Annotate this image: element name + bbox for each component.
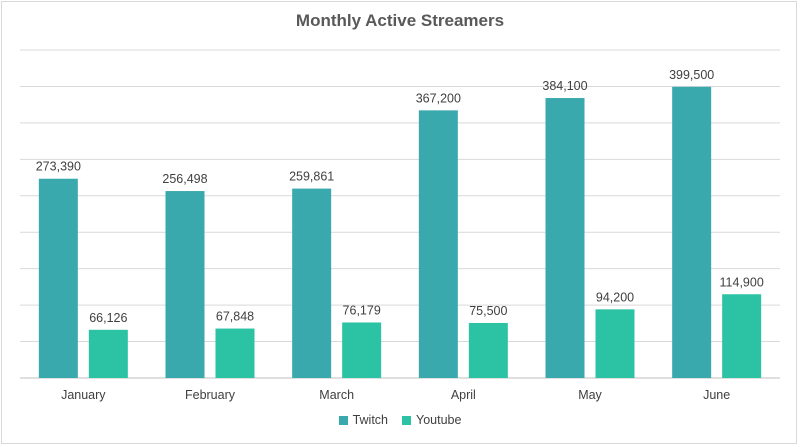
bar-youtube-january xyxy=(88,329,128,378)
x-axis-tick-labels: January February March April May June xyxy=(61,388,730,402)
legend: Twitch Youtube xyxy=(0,413,800,427)
data-label-twitch-january: 273,390 xyxy=(36,160,81,174)
bar-twitch-april xyxy=(418,110,458,379)
legend-item-twitch: Twitch xyxy=(338,413,388,427)
bar-twitch-march xyxy=(292,188,332,378)
data-label-youtube-june: 114,900 xyxy=(720,275,764,289)
bar-twitch-january xyxy=(38,178,78,378)
legend-swatch-youtube xyxy=(402,415,411,425)
data-label-youtube-april: 75,500 xyxy=(469,304,507,318)
data-label-twitch-february: 256,498 xyxy=(162,172,207,186)
x-tick-label-february: February xyxy=(185,388,236,402)
data-label-youtube-may: 94,200 xyxy=(596,290,634,304)
x-tick-label-april: April xyxy=(451,388,476,402)
chart-title: Monthly Active Streamers xyxy=(295,11,505,30)
data-label-youtube-january: 66,126 xyxy=(89,311,127,325)
bars xyxy=(38,86,762,379)
x-tick-label-january: January xyxy=(61,388,106,402)
bar-twitch-february xyxy=(165,191,205,378)
x-tick-label-june: June xyxy=(703,388,730,402)
gridlines xyxy=(20,49,780,379)
bar-twitch-may xyxy=(545,98,585,378)
data-label-twitch-april: 367,200 xyxy=(416,91,461,105)
bar-youtube-may xyxy=(595,309,635,378)
legend-swatch-twitch xyxy=(338,415,348,425)
bar-youtube-june xyxy=(722,294,762,378)
legend-label-youtube: Youtube xyxy=(416,413,462,427)
x-tick-label-may: May xyxy=(578,388,602,402)
data-label-twitch-march: 259,861 xyxy=(289,170,334,184)
legend-item-youtube: Youtube xyxy=(402,413,461,427)
data-label-twitch-june: 399,500 xyxy=(669,68,714,82)
legend-label-twitch: Twitch xyxy=(352,413,388,427)
x-tick-label-march: March xyxy=(319,388,354,402)
bar-youtube-february xyxy=(215,328,255,378)
data-labels: 273,390 66,126 256,498 67,848 259,861 76,179 3… xyxy=(36,68,764,325)
data-label-youtube-march: 76,179 xyxy=(343,303,381,317)
bar-twitch-june xyxy=(672,86,712,378)
bar-youtube-april xyxy=(468,322,508,378)
data-label-youtube-february: 67,848 xyxy=(216,310,254,324)
bar-youtube-march xyxy=(342,322,382,378)
data-label-twitch-may: 384,100 xyxy=(542,79,587,93)
